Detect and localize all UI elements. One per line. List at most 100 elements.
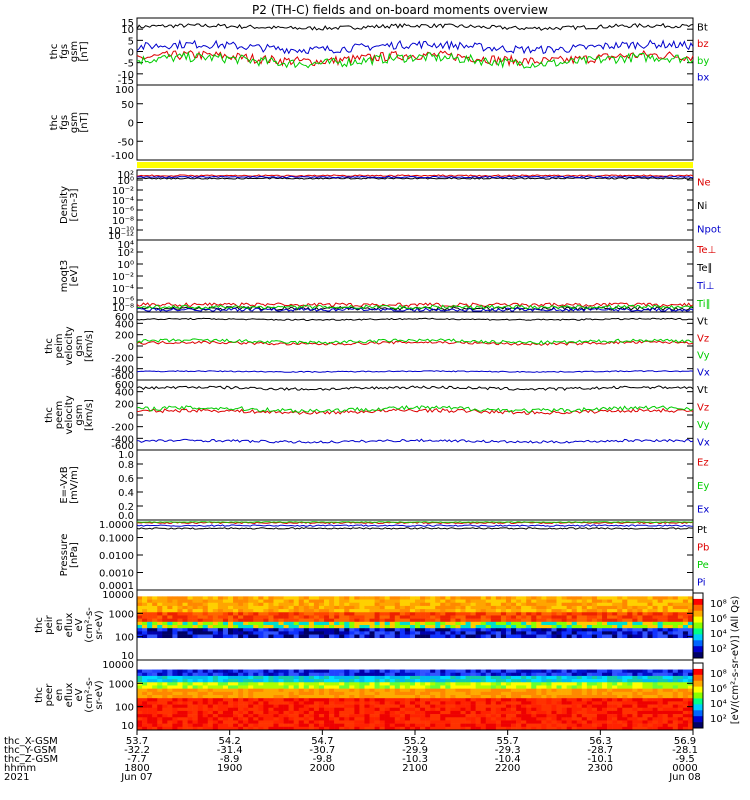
heatmap-cell bbox=[167, 618, 173, 623]
heatmap-cell bbox=[339, 605, 345, 610]
heatmap-cell bbox=[465, 605, 471, 610]
heatmap-cell bbox=[516, 599, 522, 604]
heatmap-cell bbox=[409, 679, 416, 683]
heatmap-cell bbox=[612, 669, 618, 674]
heatmap-cell bbox=[415, 704, 421, 709]
heatmap-cell bbox=[682, 602, 689, 607]
heatmap-cell bbox=[536, 612, 542, 616]
heatmap-cell bbox=[389, 612, 396, 616]
heatmap-cell bbox=[202, 596, 209, 600]
heatmap-cell bbox=[586, 691, 593, 696]
heatmap-cell bbox=[369, 723, 375, 728]
heatmap-cell bbox=[399, 707, 406, 712]
heatmap-cell bbox=[617, 717, 623, 721]
heatmap-cell bbox=[303, 701, 310, 705]
heatmap-cell bbox=[324, 625, 330, 629]
heatmap-cell bbox=[586, 631, 593, 635]
heatmap-cell bbox=[359, 691, 365, 696]
heatmap-cell bbox=[566, 688, 572, 693]
heatmap-cell bbox=[632, 691, 638, 696]
heatmap-cell bbox=[521, 621, 527, 626]
heatmap-cell bbox=[617, 726, 623, 731]
heatmap-cell bbox=[152, 710, 158, 715]
heatmap-cell bbox=[248, 669, 254, 674]
heatmap-cell bbox=[152, 714, 158, 718]
heatmap-cell bbox=[293, 672, 300, 677]
heatmap-cell bbox=[425, 615, 431, 619]
heatmap-cell bbox=[399, 628, 406, 632]
heatmap-cell bbox=[617, 631, 623, 635]
ytick-label: 0.4 bbox=[118, 488, 134, 499]
heatmap-cell bbox=[526, 679, 532, 683]
heatmap-cell bbox=[329, 682, 335, 686]
heatmap-cell bbox=[546, 618, 552, 623]
heatmap-cell bbox=[657, 675, 663, 680]
heatmap-cell bbox=[425, 698, 431, 702]
series-line-Ne bbox=[136, 174, 694, 177]
heatmap-cell bbox=[526, 631, 532, 635]
heatmap-cell bbox=[172, 612, 178, 616]
heatmap-cell bbox=[647, 704, 653, 709]
heatmap-cell bbox=[475, 612, 481, 616]
heatmap-cell bbox=[268, 714, 274, 718]
heatmap-cell bbox=[298, 625, 305, 629]
heatmap-cell bbox=[283, 691, 289, 696]
heatmap-cell bbox=[440, 695, 446, 699]
heatmap-cell bbox=[369, 682, 375, 686]
heatmap-cell bbox=[389, 634, 396, 639]
heatmap-cell bbox=[137, 691, 143, 696]
footer-value: 2200 bbox=[495, 763, 520, 774]
footer-value: 2100 bbox=[402, 763, 427, 774]
heatmap-cell bbox=[324, 698, 330, 702]
heatmap-cell bbox=[430, 698, 436, 702]
heatmap-cell bbox=[425, 723, 431, 728]
heatmap-cell bbox=[511, 720, 517, 724]
heatmap-cell bbox=[612, 714, 618, 718]
heatmap-cell bbox=[172, 596, 178, 600]
heatmap-cell bbox=[273, 609, 279, 613]
heatmap-cell bbox=[409, 695, 416, 699]
heatmap-cell bbox=[511, 628, 517, 632]
heatmap-cell bbox=[238, 672, 244, 677]
heatmap-cell bbox=[450, 609, 456, 613]
heatmap-cell bbox=[521, 675, 527, 680]
heatmap-cell bbox=[298, 717, 305, 721]
heatmap-cell bbox=[298, 605, 305, 610]
heatmap-cell bbox=[576, 615, 583, 619]
heatmap-cell bbox=[263, 669, 269, 674]
heatmap-cell bbox=[222, 618, 229, 623]
heatmap-cell bbox=[465, 682, 471, 686]
heatmap-cell bbox=[536, 609, 542, 613]
heatmap-cell bbox=[450, 612, 456, 616]
heatmap-cell bbox=[627, 726, 633, 731]
heatmap-cell bbox=[546, 634, 552, 639]
heatmap-cell bbox=[511, 685, 517, 689]
heatmap-cell bbox=[303, 675, 310, 680]
heatmap-cell bbox=[268, 618, 274, 623]
heatmap-cell bbox=[278, 698, 284, 702]
ytick-label: 200 bbox=[115, 331, 134, 342]
heatmap-cell bbox=[677, 618, 684, 623]
heatmap-cell bbox=[142, 634, 148, 639]
heatmap-cell bbox=[384, 691, 391, 696]
heatmap-cell bbox=[652, 704, 658, 709]
heatmap-cell bbox=[167, 628, 173, 632]
heatmap-cell bbox=[536, 675, 542, 680]
heatmap-cell bbox=[470, 723, 476, 728]
heatmap-cell bbox=[586, 714, 593, 718]
heatmap-cell bbox=[207, 618, 214, 623]
heatmap-cell bbox=[576, 723, 583, 728]
heatmap-cell bbox=[647, 621, 653, 626]
heatmap-cell bbox=[177, 698, 183, 702]
ytick-label: 10⁻⁶ bbox=[112, 206, 134, 217]
heatmap-cell bbox=[167, 675, 173, 680]
heatmap-cell bbox=[556, 679, 562, 683]
heatmap-cell bbox=[480, 723, 487, 728]
heatmap-cell bbox=[399, 710, 406, 715]
heatmap-cell bbox=[339, 669, 345, 674]
heatmap-cell bbox=[394, 720, 401, 724]
axis-label: eV bbox=[74, 618, 85, 631]
heatmap-cell bbox=[207, 605, 214, 610]
heatmap-cell bbox=[531, 609, 537, 613]
ytick-label: -15 bbox=[118, 76, 134, 87]
